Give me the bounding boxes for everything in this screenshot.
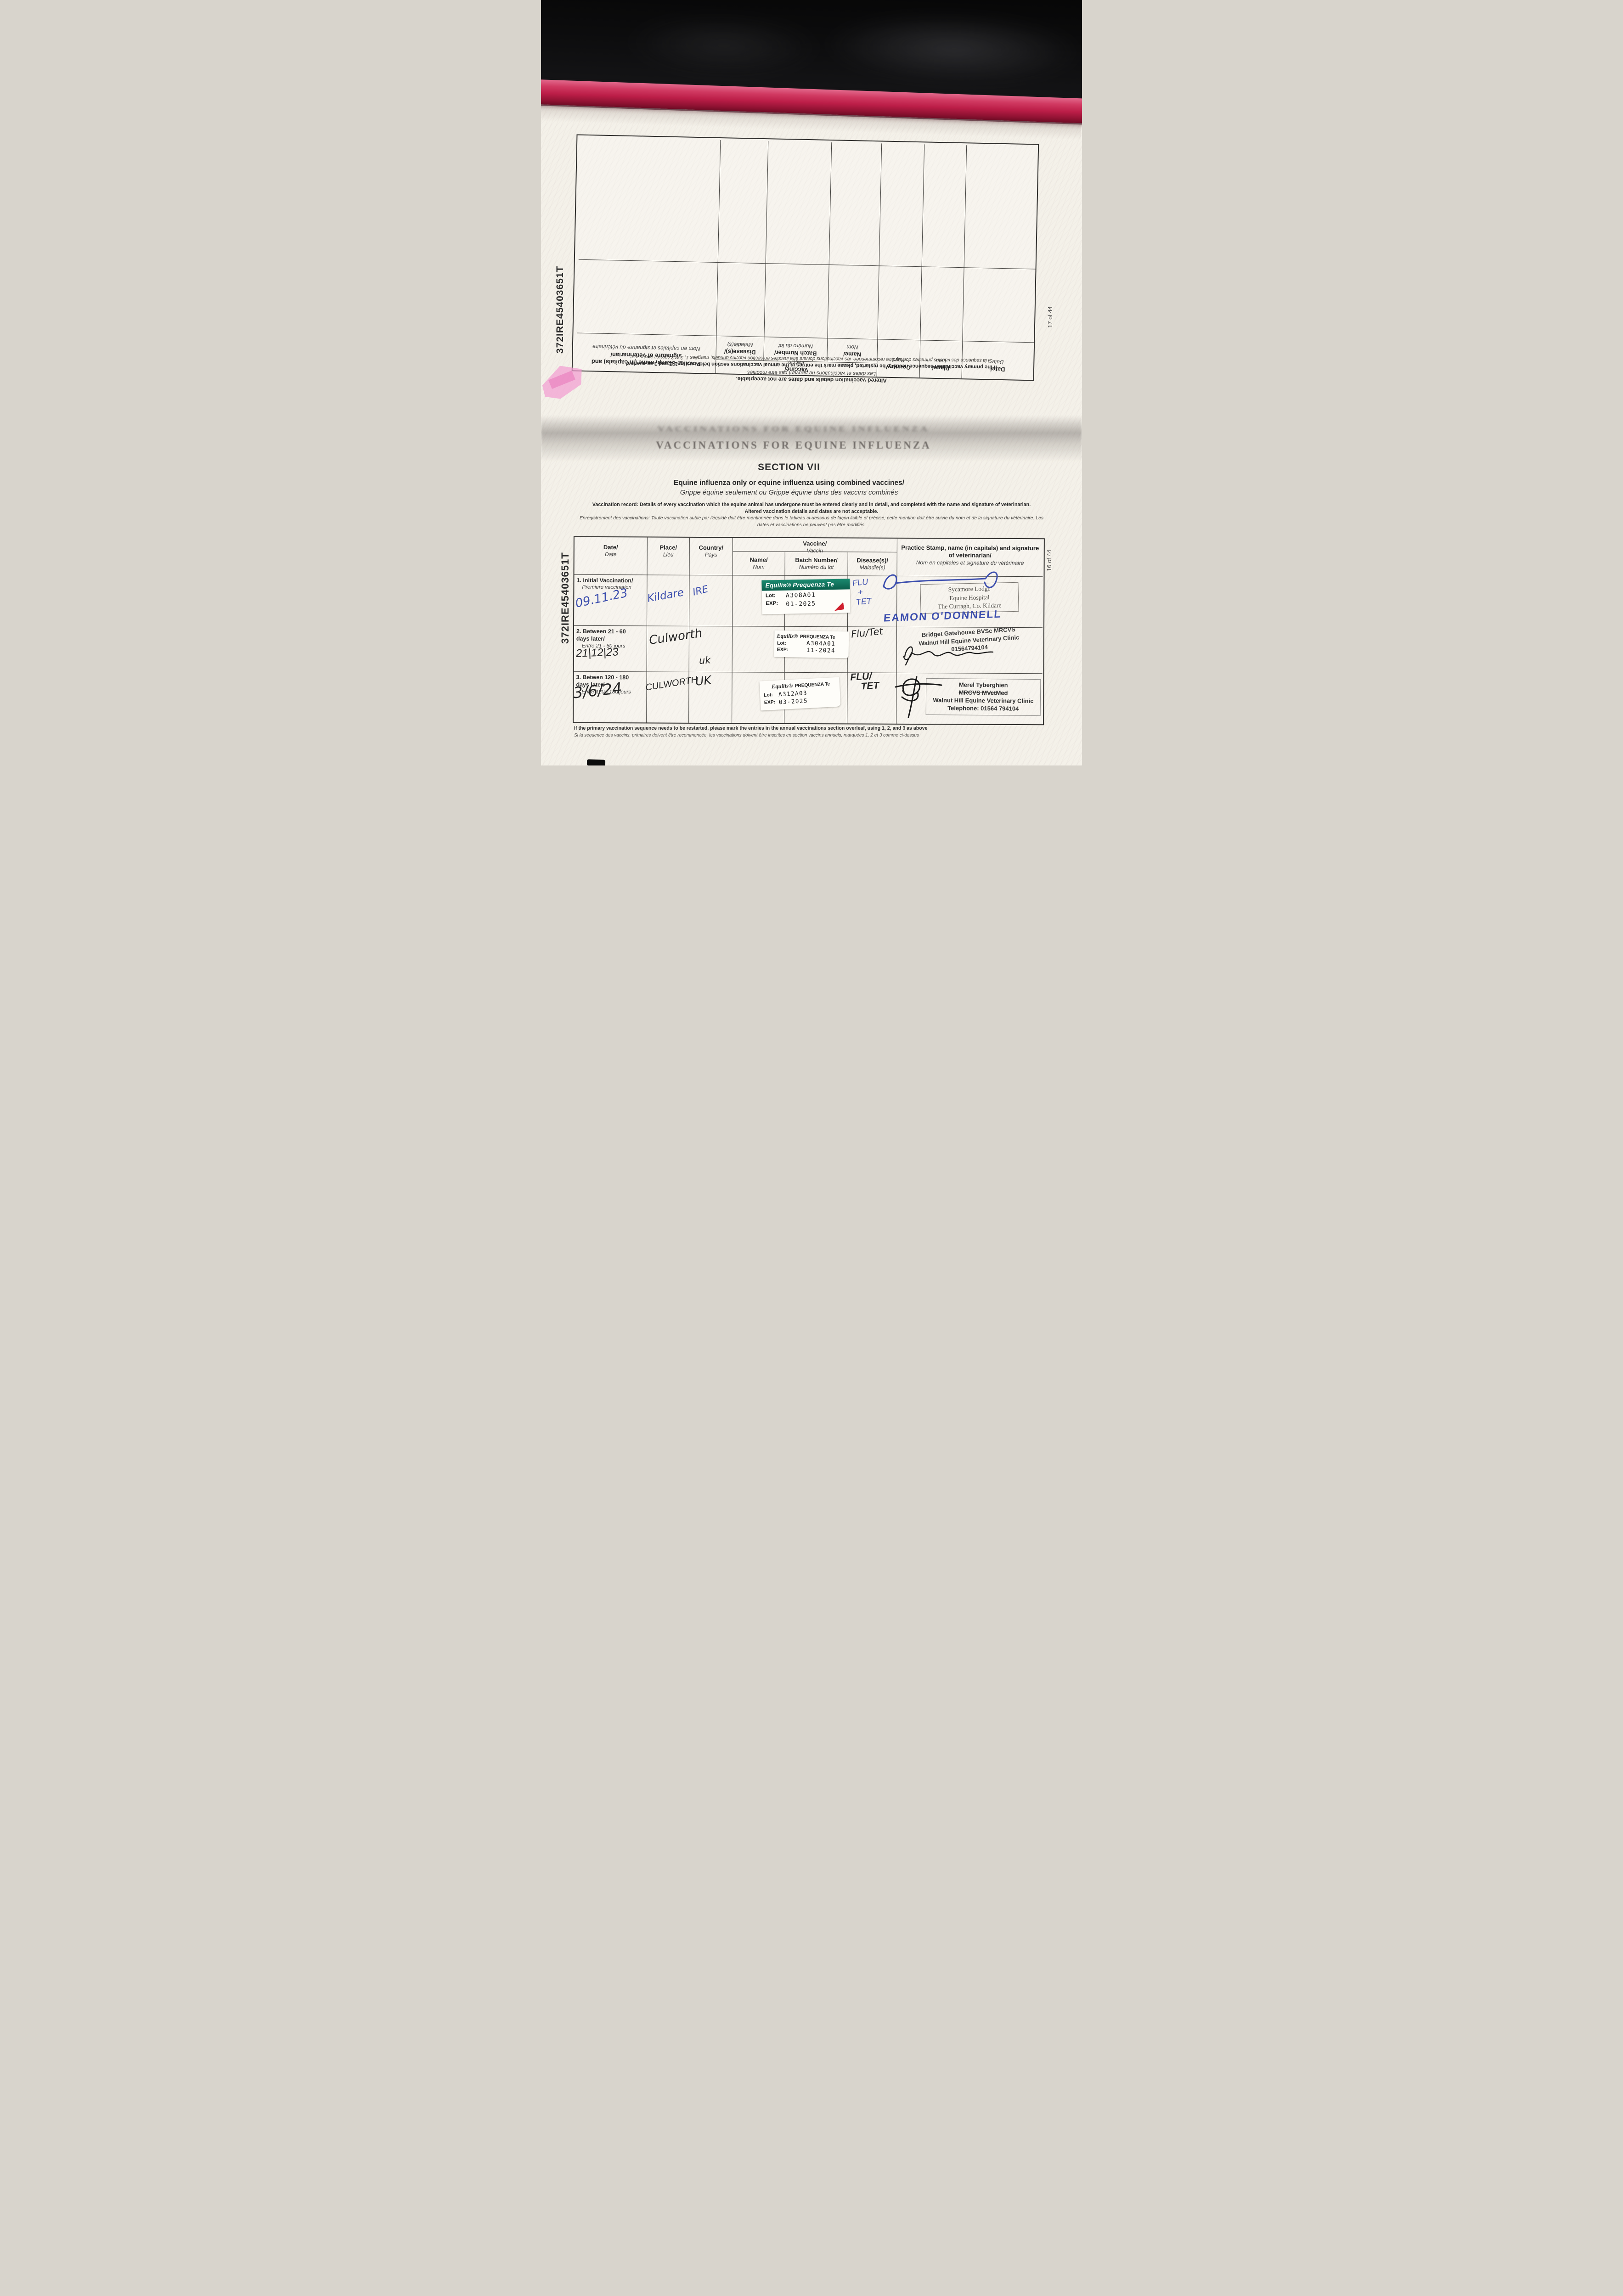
row1-country-cell bbox=[689, 575, 733, 627]
footnote-en: If the primary vaccination sequence need… bbox=[574, 726, 928, 731]
overleaf-empty-cell bbox=[962, 267, 1036, 343]
instructions-en: Vaccination record: Details of every vac… bbox=[592, 502, 1031, 514]
row3-disease-handwriting: FLU/ TET bbox=[850, 671, 879, 692]
overleaf-empty-cell bbox=[964, 145, 1038, 269]
section-heading: SECTION VII bbox=[758, 462, 820, 473]
cover-sheen bbox=[626, 11, 822, 79]
signature-scribble-row1 bbox=[883, 571, 998, 590]
cover-sheen bbox=[823, 9, 1082, 88]
signature-scribble-row2 bbox=[903, 646, 994, 666]
row1-disease-handwriting: FLU + TET bbox=[852, 577, 872, 607]
page-fold-shadow bbox=[541, 416, 1082, 461]
overleaf-vaccination-table: Date/ Date Place/ Lieu Country/ Pays Vac… bbox=[571, 134, 1039, 381]
overleaf-notes: Altered vaccination details and dates ar… bbox=[626, 354, 997, 384]
passport-code: 372IRE45403651T bbox=[559, 552, 571, 644]
section-banner-title: VACCINATIONS FOR EQUINE INFLUENZA bbox=[656, 439, 931, 451]
header-place: Place/ Lieu bbox=[647, 537, 690, 575]
section-subtitle-en: Equine influenza only or equine influenz… bbox=[673, 479, 905, 487]
vaccine-sticker-row2: Equilis® PREQUENZA Te Lot: A304A01 EXP: … bbox=[774, 630, 849, 658]
header-country: Country/ Pays bbox=[689, 537, 733, 576]
overleaf-flipped-region: Date/ Date Place/ Lieu Country/ Pays Vac… bbox=[571, 134, 1039, 381]
passport-code-overleaf: 372IRE45403651T bbox=[555, 265, 565, 354]
row2-date-handwriting: 21|12|23 bbox=[575, 646, 619, 660]
red-dogear-corner bbox=[833, 602, 845, 611]
signature-scribble-row3 bbox=[895, 676, 942, 718]
header-batch: Batch Number/ Numéro du lot bbox=[785, 551, 848, 576]
header-name: Name/ Nom bbox=[733, 551, 785, 576]
page-number: 16 of 44 bbox=[1046, 550, 1053, 571]
page-number-overleaf: 17 of 44 bbox=[1047, 306, 1054, 328]
vaccine-sticker-row1: Equilis® Prequenza Te Lot: A308A01 EXP: … bbox=[761, 579, 851, 614]
row3-country-handwriting: UK bbox=[694, 673, 712, 689]
equilis-green-banner: Equilis® Prequenza Te bbox=[761, 579, 850, 591]
vaccine-sticker-row3: Equilis® PREQUENZA Te Lot: A312A03 EXP: … bbox=[759, 677, 841, 711]
section-subtitle-fr: Grippe équine seulement ou Grippe équine… bbox=[680, 489, 898, 496]
bottom-edge-mark bbox=[586, 759, 606, 765]
footnote-fr: Si la sequence des vaccins, primaires do… bbox=[574, 733, 919, 738]
ghost-title-smear: VACCINATIONS FOR EQUINE INFLUENZA bbox=[658, 424, 930, 433]
header-vaccine: Vaccine/ Vaccin bbox=[733, 538, 897, 554]
scanned-passport-page: Date/ Date Place/ Lieu Country/ Pays Vac… bbox=[541, 0, 1082, 765]
header-date: Date/ Date bbox=[574, 537, 648, 575]
row2-country-handwriting: uk bbox=[699, 654, 711, 666]
instructions-fr: Enregistrement des vaccinations: Toute v… bbox=[579, 516, 1044, 528]
